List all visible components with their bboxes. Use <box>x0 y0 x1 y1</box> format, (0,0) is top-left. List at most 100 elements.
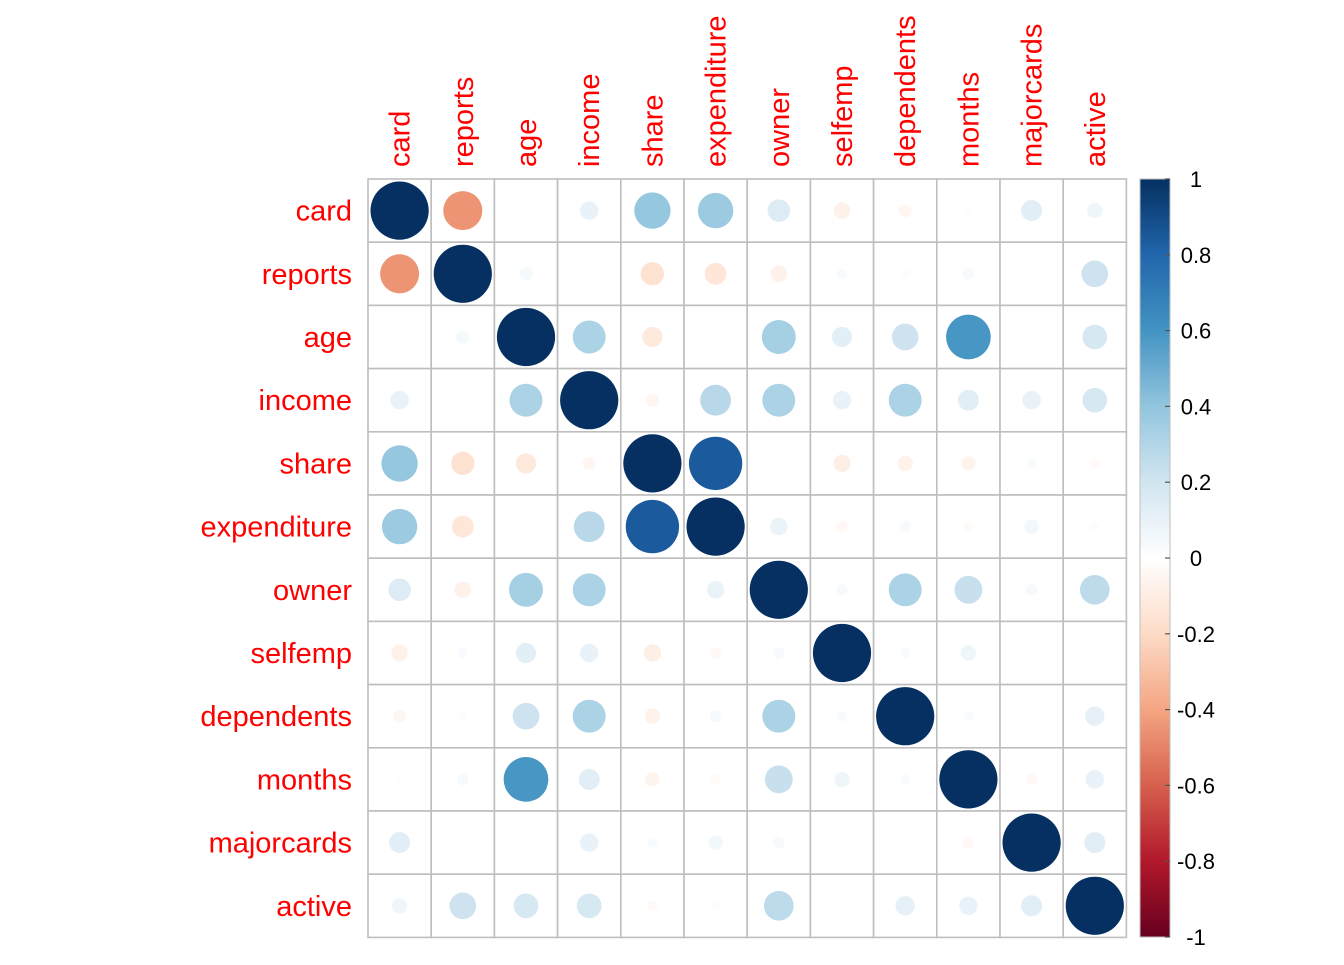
row-label: owner <box>273 575 352 607</box>
correlation-circle <box>645 772 660 787</box>
correlation-circle <box>649 586 656 593</box>
correlation-circle <box>704 262 727 285</box>
correlation-circle <box>643 644 662 662</box>
correlation-circle <box>515 642 537 664</box>
correlation-circle <box>1002 813 1061 872</box>
correlation-circle <box>370 181 429 240</box>
correlation-circle <box>1084 832 1106 854</box>
correlation-circle <box>836 583 848 596</box>
correlation-circle <box>898 204 912 218</box>
row-label: income <box>259 385 353 417</box>
correlation-circle <box>763 890 794 921</box>
correlation-circle <box>451 451 475 476</box>
matrix-cell <box>999 620 1065 686</box>
correlation-circle <box>900 774 911 785</box>
correlation-circle <box>686 497 745 556</box>
correlation-circle <box>1090 522 1099 531</box>
correlation-circle <box>579 643 599 663</box>
correlation-circle <box>578 768 600 790</box>
row-label: active <box>276 891 352 923</box>
matrix-cell <box>430 810 496 876</box>
correlation-circle <box>513 893 539 919</box>
correlation-circle <box>509 572 543 607</box>
matrix-cell <box>999 241 1065 307</box>
correlation-circle <box>576 893 602 919</box>
correlation-circle <box>458 712 467 721</box>
correlation-circle <box>1021 895 1043 917</box>
correlation-circle <box>1025 773 1038 786</box>
correlation-circle <box>644 708 661 724</box>
correlation-circle <box>965 207 972 214</box>
correlation-circle <box>496 307 556 367</box>
correlation-circle <box>895 896 915 916</box>
correlation-circle <box>709 647 722 659</box>
correlation-circle <box>523 523 529 530</box>
correlation-circle <box>451 515 474 538</box>
row-label: months <box>257 764 352 796</box>
correlation-circle <box>1082 324 1108 350</box>
correlation-circle <box>523 839 529 846</box>
column-label: share <box>637 94 669 167</box>
column-label: expenditure <box>701 15 733 167</box>
correlation-circle <box>962 836 975 849</box>
correlation-circle <box>389 832 411 854</box>
colorbar-tick-label: 0 <box>1190 546 1202 571</box>
correlation-circle <box>573 511 605 542</box>
correlation-circle <box>897 455 913 472</box>
correlation-circle <box>572 573 606 607</box>
correlation-circle <box>1065 876 1124 935</box>
correlation-circle <box>772 836 785 849</box>
correlation-circle <box>762 699 796 733</box>
correlation-circle <box>762 383 796 417</box>
correlation-circle <box>380 254 420 294</box>
matrix-cell <box>935 241 1001 307</box>
matrix-cell <box>999 683 1065 749</box>
correlation-circle <box>775 460 782 467</box>
correlation-circle <box>836 711 848 722</box>
correlation-circle <box>764 765 793 794</box>
correlation-circle <box>961 456 976 471</box>
correlation-circle <box>1021 200 1043 222</box>
column-label: months <box>953 72 985 167</box>
correlation-circle <box>1025 583 1038 596</box>
correlation-circle <box>697 192 734 229</box>
colorbar-tick-label: -1 <box>1186 925 1206 950</box>
correlation-circle <box>381 508 418 545</box>
correlation-circle <box>503 757 549 802</box>
correlation-circle <box>579 201 599 220</box>
correlation-circle <box>836 520 848 533</box>
correlation-circle <box>457 647 468 659</box>
correlation-circle <box>560 371 619 430</box>
correlation-circle <box>396 776 403 783</box>
correlation-circle <box>833 454 851 473</box>
correlation-circle <box>839 902 845 909</box>
colorbar-tick-label: -0.6 <box>1177 773 1215 798</box>
correlation-circle <box>963 711 974 722</box>
correlation-circle <box>888 383 922 417</box>
correlation-circle <box>523 207 529 214</box>
correlation-circle <box>836 268 848 279</box>
correlation-circle <box>700 384 731 416</box>
column-label: reports <box>448 77 480 167</box>
correlation-circle <box>456 773 469 786</box>
colorbar-tick-label: 0.2 <box>1181 470 1212 495</box>
column-label: income <box>574 74 606 168</box>
correlation-circle <box>876 687 935 746</box>
correlation-circle <box>433 244 492 303</box>
correlation-circle <box>582 456 596 470</box>
column-label: card <box>385 111 417 167</box>
correlation-circle <box>1087 202 1103 219</box>
correlation-circle <box>1082 387 1108 413</box>
row-label: card <box>296 196 352 228</box>
correlation-circle <box>1028 334 1035 340</box>
correlation-circle <box>962 267 975 280</box>
correlation-circle <box>454 581 472 599</box>
column-label: owner <box>764 88 796 167</box>
correlation-circle <box>708 835 723 850</box>
column-label: dependents <box>890 15 922 167</box>
correlation-circle <box>888 573 922 607</box>
correlation-circle <box>515 453 537 474</box>
correlation-circle <box>812 623 872 683</box>
correlation-circle <box>645 393 659 407</box>
correlation-circle <box>393 709 407 723</box>
